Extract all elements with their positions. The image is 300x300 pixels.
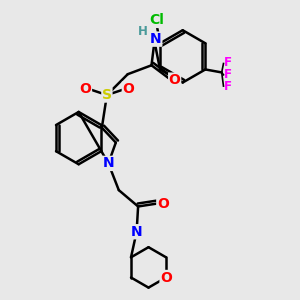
Text: N: N bbox=[103, 156, 114, 170]
Text: F: F bbox=[224, 68, 232, 81]
Text: O: O bbox=[122, 82, 134, 96]
Text: O: O bbox=[160, 271, 172, 284]
Text: O: O bbox=[157, 196, 169, 211]
Text: F: F bbox=[224, 80, 232, 93]
Text: Cl: Cl bbox=[150, 14, 164, 27]
Text: S: S bbox=[102, 88, 112, 102]
Text: N: N bbox=[131, 225, 142, 239]
Text: O: O bbox=[169, 73, 181, 87]
Text: O: O bbox=[80, 82, 92, 96]
Text: F: F bbox=[224, 56, 232, 69]
Text: H: H bbox=[138, 25, 148, 38]
Text: N: N bbox=[150, 32, 162, 46]
